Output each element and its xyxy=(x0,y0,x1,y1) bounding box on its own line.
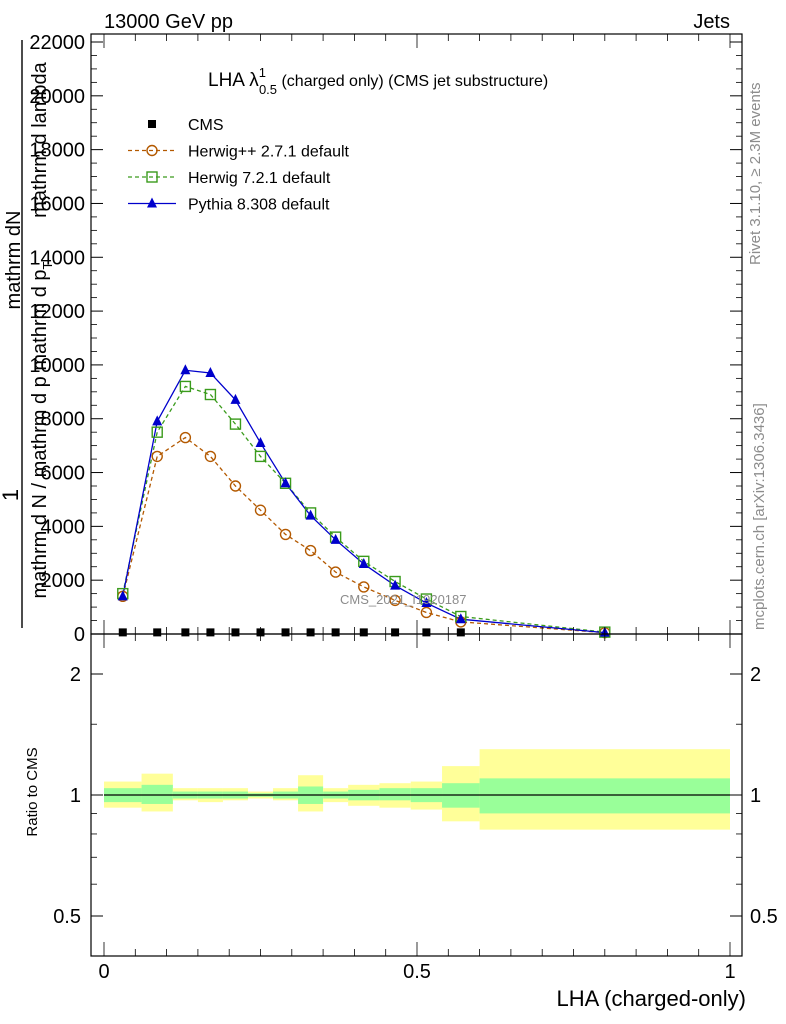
top-ytick-label-2: 4000 xyxy=(41,516,86,538)
top-ytick-label-10: 20000 xyxy=(29,86,85,108)
point-cms-1 xyxy=(153,628,162,637)
legend-label-herwig-7-2-1-default: Herwig 7.2.1 default xyxy=(188,170,331,187)
point-herwig-2-7-1-default-8 xyxy=(329,566,342,578)
ratio-ytick-label-1: 1 xyxy=(70,785,81,807)
legend-marker-cms xyxy=(148,120,156,128)
point-herwig-2-7-1-default-5 xyxy=(254,504,267,516)
point-pythia-8-308-default-11 xyxy=(421,597,432,608)
ratio-inner-band-1 xyxy=(141,784,173,804)
top-ytick-label-7: 14000 xyxy=(29,247,85,269)
ratio-xtick-label-0: 0 xyxy=(98,961,109,983)
point-cms-6 xyxy=(281,628,290,637)
ylabel-denominator: mathrm d N / mathrm d p mathrm d pT xyxy=(29,261,55,598)
point-herwig-2-7-1-default-7 xyxy=(304,544,317,557)
top-ytick-label-9: 18000 xyxy=(29,140,85,162)
legend-label-pythia-8-308-default: Pythia 8.308 default xyxy=(188,197,330,214)
point-herwig-7-2-1-default-1 xyxy=(151,426,163,438)
point-pythia-8-308-default-5 xyxy=(255,436,266,447)
top-ytick-label-4: 8000 xyxy=(41,409,86,431)
mcplots-label: mcplots.cern.ch [arXiv:1306.3436] xyxy=(751,403,768,630)
point-cms-12 xyxy=(456,628,465,637)
point-pythia-8-308-default-0 xyxy=(117,590,128,601)
watermark: CMS_2021_I1920187 xyxy=(340,592,467,607)
point-cms-4 xyxy=(231,628,240,637)
legend-label-cms: CMS xyxy=(188,117,224,134)
ratio-ytick-label-right-0: 0.5 xyxy=(750,906,778,928)
point-herwig-2-7-1-default-2 xyxy=(179,431,192,444)
top-ytick-label-0: 0 xyxy=(74,624,85,646)
tick-labels: 0 2000 4000 6000 8000 10000 12000 14000 16000 180… xyxy=(29,32,777,983)
point-cms-2 xyxy=(181,628,190,637)
point-herwig-2-7-1-default-4 xyxy=(229,480,242,492)
ylabel-top-one: 1 xyxy=(0,489,23,501)
top-ytick-label-11: 22000 xyxy=(29,32,85,54)
point-pythia-8-308-default-9 xyxy=(358,558,369,569)
point-herwig-2-7-1-default-11 xyxy=(420,606,433,619)
ratio-ytick-label-2: 2 xyxy=(70,664,81,686)
header-left: 13000 GeV pp xyxy=(104,11,233,33)
legend-marker-herwig-2-7-1-default xyxy=(146,144,158,157)
ratio-inner-band-13 xyxy=(479,778,730,814)
ratio-ytick-label-0: 0.5 xyxy=(53,906,81,928)
point-pythia-8-308-default-1 xyxy=(152,415,163,426)
header-right: Jets xyxy=(693,11,730,33)
ratio-bands xyxy=(104,749,730,830)
ylabel-lambda: mathrm d lambda xyxy=(29,61,51,217)
point-herwig-2-7-1-default-6 xyxy=(279,528,292,541)
legend-marker-pythia-8-308-default xyxy=(147,197,157,208)
point-cms-9 xyxy=(359,628,368,637)
xlabel: LHA (charged-only) xyxy=(556,986,746,1011)
rivet-label: Rivet 3.1.10, ≥ 2.3M events xyxy=(747,83,764,266)
point-herwig-2-7-1-default-10 xyxy=(389,594,401,607)
point-pythia-8-308-default-12 xyxy=(455,613,466,624)
axis-ticks xyxy=(91,34,742,956)
top-ytick-label-1: 2000 xyxy=(41,570,86,592)
top-ytick-label-8: 16000 xyxy=(29,193,85,215)
top-ytick-label-5: 10000 xyxy=(29,355,85,377)
top-ytick-label-3: 6000 xyxy=(41,463,86,485)
point-herwig-2-7-1-default-9 xyxy=(358,581,370,593)
chart-title: LHA λ1 0.5 (charged only) (CMS jet substr… xyxy=(208,65,548,97)
ratio-inner-band-10 xyxy=(379,788,411,801)
ratio-ytick-label-right-2: 2 xyxy=(750,664,761,686)
point-pythia-8-308-default-10 xyxy=(390,579,401,590)
point-pythia-8-308-default-2 xyxy=(180,364,191,375)
point-pythia-8-308-default-6 xyxy=(280,477,291,488)
point-herwig-7-2-1-default-4 xyxy=(229,418,242,430)
ratio-ytick-label-right-1: 1 xyxy=(750,785,761,807)
point-herwig-2-7-1-default-3 xyxy=(204,450,217,463)
legend-label-herwig-2-7-1-default: Herwig++ 2.7.1 default xyxy=(188,144,350,161)
point-cms-3 xyxy=(206,628,215,637)
ratio-xtick-label-2: 1 xyxy=(724,961,735,983)
point-pythia-8-308-default-4 xyxy=(230,393,241,404)
point-herwig-7-2-1-default-2 xyxy=(179,380,192,393)
point-cms-10 xyxy=(391,628,400,637)
point-herwig-2-7-1-default-1 xyxy=(151,450,163,463)
point-cms-0 xyxy=(118,628,127,637)
point-pythia-8-308-default-8 xyxy=(330,533,341,544)
point-herwig-7-2-1-default-3 xyxy=(204,388,217,401)
ylabel-numerator: mathrm dN xyxy=(3,211,25,310)
ratio-xtick-label-1: 0.5 xyxy=(403,961,431,983)
point-pythia-8-308-default-3 xyxy=(205,366,216,377)
top-ytick-label-6: 12000 xyxy=(29,301,85,323)
legend-marker-herwig-7-2-1-default xyxy=(146,171,158,183)
point-pythia-8-308-default-7 xyxy=(305,509,316,520)
point-cms-8 xyxy=(331,628,340,637)
point-cms-11 xyxy=(422,628,431,637)
legend: CMS Herwig++ 2.7.1 default Herwig 7.2.1 de… xyxy=(128,117,350,214)
point-herwig-7-2-1-default-5 xyxy=(254,450,267,463)
point-cms-7 xyxy=(306,628,315,637)
ratio-ylabel: Ratio to CMS xyxy=(24,747,41,836)
